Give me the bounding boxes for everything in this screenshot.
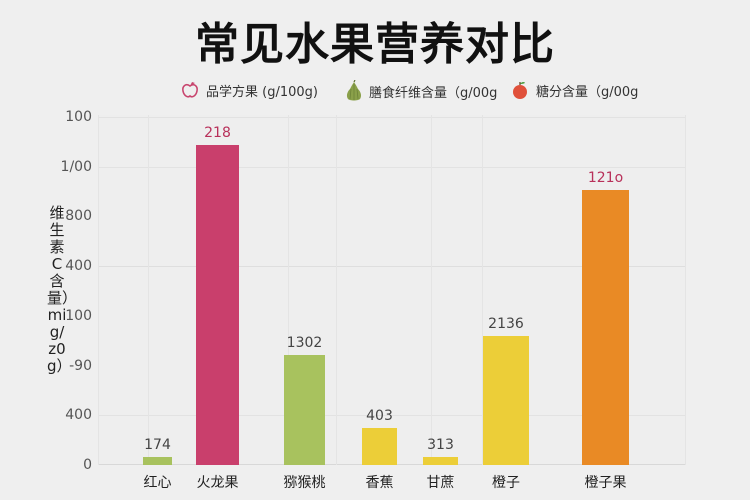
y-axis-label: 维生素C含量）mig/z0g） [47,204,78,375]
pear-icon [346,80,362,101]
x-tick-label: 甘蔗 [426,475,455,491]
y-tick: 100 [65,109,92,125]
y-tick: 0 [83,457,92,473]
y-tick: 100 [65,308,92,324]
gridline [431,115,432,465]
chart-title: 常见水果营养对比 [195,19,555,70]
x-tick-label: 猕猴桃 [283,475,326,491]
gridline [288,115,289,465]
gridline [98,415,686,416]
y-tick: 400 [65,407,92,423]
y-tick: 1/00 [60,159,92,175]
bar [483,336,529,465]
gridline [482,115,483,465]
bar [284,355,325,465]
bar [423,457,458,465]
bar [362,428,397,465]
gridline [98,115,99,465]
bar [143,457,172,465]
gridline [148,115,149,465]
x-tick-label: 橙子果 [584,475,627,491]
bar-value-label: 313 [427,437,454,453]
bar [582,190,629,465]
legend-label-2: 膳食纤维含量（g/00g [369,85,498,101]
apple-outline-icon [182,82,198,98]
gridline [685,115,686,465]
y-tick: -90 [69,358,92,374]
bar [196,145,239,465]
bar-value-label: 218 [204,125,231,141]
bar-value-label: 174 [144,437,171,453]
legend-label-1: 品学方果 (g/100g) [206,84,318,100]
x-tick-label: 红心 [143,475,172,491]
legend-item-2: 膳食纤维含量（g/00g [345,80,497,102]
gridline [98,117,686,118]
gridline [98,167,686,168]
y-tick: 400 [65,258,92,274]
bar-value-label: 1302 [286,335,323,351]
legend-label-3: 糖分含量（g/00g [536,84,639,100]
bar-value-label: 403 [366,408,393,424]
x-tick-label: 橙子 [492,475,520,491]
red-apple-icon [513,82,527,99]
legend-item-1: 品学方果 (g/100g) [180,80,318,100]
y-tick: 800 [65,208,92,224]
x-tick-label: 香蕉 [365,475,394,491]
x-tick-label: 火龙果 [196,475,239,491]
bar-value-label: 121o [587,170,624,186]
gridline [98,266,686,267]
legend-item-3: 糖分含量（g/00g [510,80,638,100]
gridline [336,115,337,465]
bar-value-label: 2136 [488,316,524,332]
legend: 品学方果 (g/100g) 膳食纤维含量（g/00g 糖分含量（g/00g [0,80,750,104]
